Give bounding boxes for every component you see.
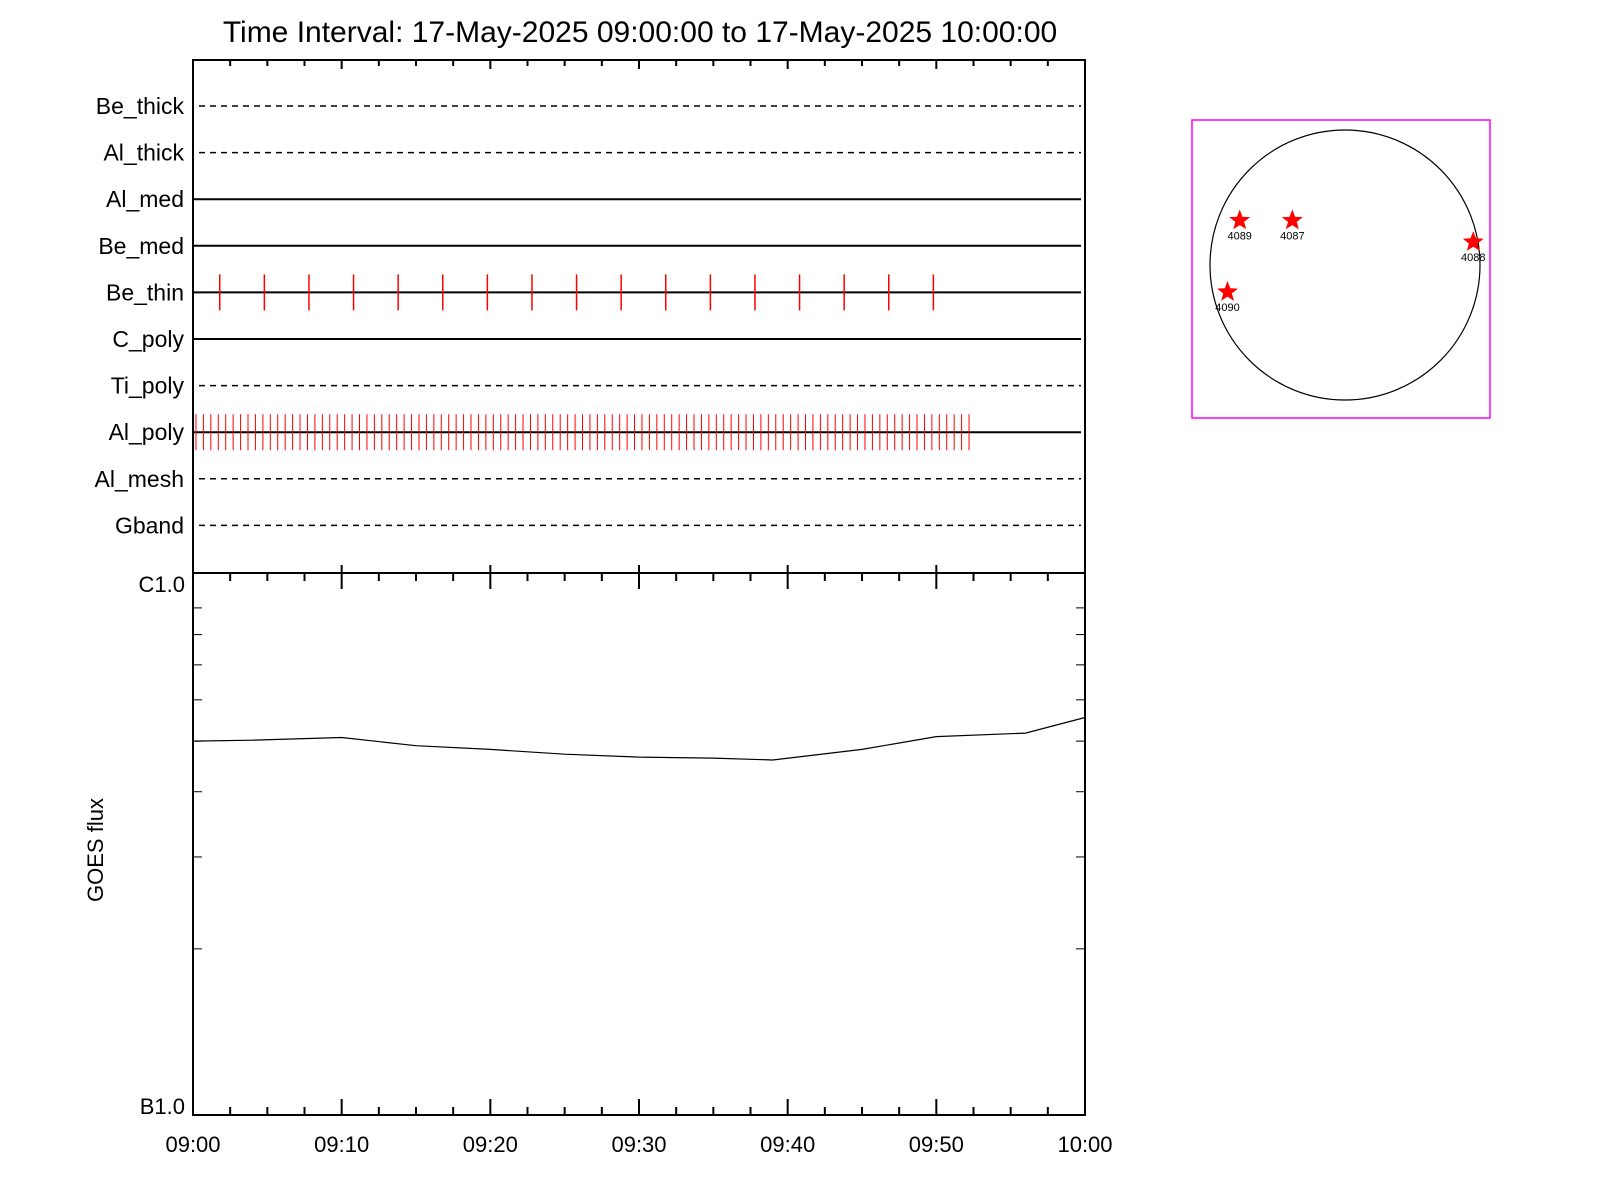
channel-label-al-thick: Al_thick [103, 140, 184, 166]
y-tick-label-bottom: B1.0 [140, 1094, 185, 1119]
x-tick-label: 09:20 [463, 1132, 518, 1157]
disk-frame [1191, 119, 1491, 419]
region-star [1217, 281, 1238, 301]
channel-label-be-thin: Be_thin [106, 279, 184, 305]
timeline-panel: Be_thick Al_thick Al_med Be_med Be_thin C_pol… [95, 59, 1086, 574]
region-star [1281, 209, 1303, 230]
x-tick-label: 10:00 [1057, 1132, 1112, 1157]
channel-label-ti-poly: Ti_poly [111, 373, 185, 399]
x-tick-label: 09:30 [611, 1132, 666, 1157]
channel-label-be-med: Be_med [98, 233, 184, 259]
channel-label-gband: Gband [115, 512, 184, 538]
goes-frame [192, 572, 1086, 1116]
region-label: 4087 [1280, 230, 1304, 242]
x-tick-label: 09:00 [165, 1132, 220, 1157]
region-label: 4090 [1215, 302, 1239, 314]
channel-label-al-poly: Al_poly [109, 419, 185, 445]
channel-label-al-med: Al_med [106, 186, 184, 212]
region-label: 4089 [1227, 230, 1251, 242]
channel-label-al-mesh: Al_mesh [95, 466, 184, 492]
goes-flux-panel: C1.0 B1.0 09:00 09:10 09:20 09:30 09:40 09:50 10… [83, 565, 1113, 1157]
y-tick-label-top: C1.0 [139, 572, 185, 597]
solar-disk [1209, 129, 1481, 401]
solar-disk-panel: 4089 4087 4088 4090 [1191, 119, 1491, 419]
x-tick-label: 09:40 [760, 1132, 815, 1157]
timeline-frame [192, 59, 1086, 574]
channel-label-c-poly: C_poly [112, 326, 184, 352]
x-tick-label: 09:50 [909, 1132, 964, 1157]
x-tick-label: 09:10 [314, 1132, 369, 1157]
channel-label-be-thick: Be_thick [96, 93, 185, 119]
region-star [1229, 209, 1251, 230]
region-label: 4088 [1461, 252, 1485, 264]
goes-flux-line [192, 716, 1086, 761]
y-axis-label: GOES flux [83, 798, 108, 902]
chart-title: Time Interval: 17-May-2025 09:00:00 to 1… [223, 16, 1057, 49]
region-star [1462, 231, 1484, 251]
